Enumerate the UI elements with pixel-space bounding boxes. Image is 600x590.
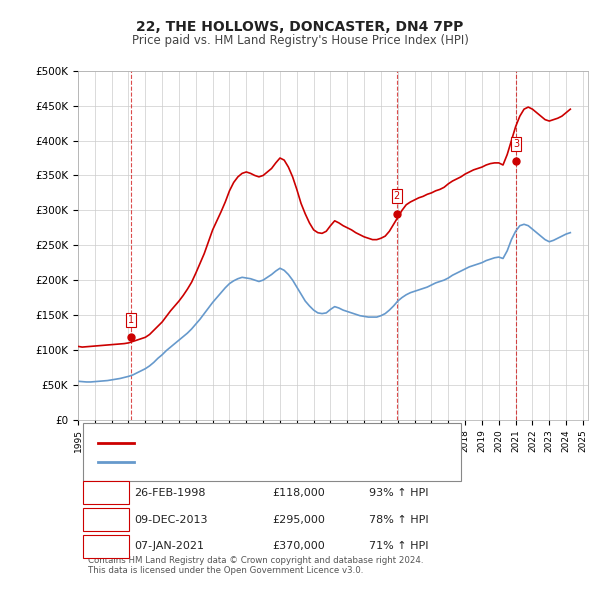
Text: 1: 1 bbox=[128, 314, 134, 325]
FancyBboxPatch shape bbox=[83, 535, 129, 558]
Text: 78% ↑ HPI: 78% ↑ HPI bbox=[368, 514, 428, 525]
Text: 09-DEC-2013: 09-DEC-2013 bbox=[134, 514, 208, 525]
Text: 22, THE HOLLOWS, DONCASTER, DN4 7PP: 22, THE HOLLOWS, DONCASTER, DN4 7PP bbox=[136, 19, 464, 34]
FancyBboxPatch shape bbox=[83, 423, 461, 481]
Text: £370,000: £370,000 bbox=[272, 542, 325, 552]
Text: 3: 3 bbox=[102, 542, 110, 552]
Text: 2: 2 bbox=[394, 191, 400, 201]
Text: 1: 1 bbox=[102, 487, 110, 497]
Text: 93% ↑ HPI: 93% ↑ HPI bbox=[368, 487, 428, 497]
Text: £295,000: £295,000 bbox=[272, 514, 325, 525]
Text: £118,000: £118,000 bbox=[272, 487, 325, 497]
Text: 3: 3 bbox=[513, 139, 519, 149]
Text: Contains HM Land Registry data © Crown copyright and database right 2024.
This d: Contains HM Land Registry data © Crown c… bbox=[88, 556, 424, 575]
FancyBboxPatch shape bbox=[83, 481, 129, 504]
Text: 07-JAN-2021: 07-JAN-2021 bbox=[134, 542, 204, 552]
Text: 2: 2 bbox=[102, 514, 110, 525]
Text: 71% ↑ HPI: 71% ↑ HPI bbox=[368, 542, 428, 552]
Text: Price paid vs. HM Land Registry's House Price Index (HPI): Price paid vs. HM Land Registry's House … bbox=[131, 34, 469, 47]
Text: 26-FEB-1998: 26-FEB-1998 bbox=[134, 487, 206, 497]
Text: 22, THE HOLLOWS, DONCASTER, DN4 7PP (detached house): 22, THE HOLLOWS, DONCASTER, DN4 7PP (det… bbox=[145, 438, 458, 448]
FancyBboxPatch shape bbox=[83, 509, 129, 530]
Text: HPI: Average price, detached house, Doncaster: HPI: Average price, detached house, Donc… bbox=[145, 457, 391, 467]
